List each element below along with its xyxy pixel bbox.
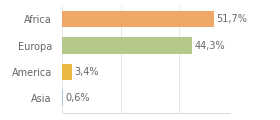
Text: 3,4%: 3,4% bbox=[74, 67, 99, 77]
Bar bbox=[62, 64, 72, 80]
Text: 44,3%: 44,3% bbox=[195, 41, 225, 51]
Text: 51,7%: 51,7% bbox=[216, 14, 247, 24]
Bar bbox=[62, 90, 63, 106]
Bar bbox=[62, 37, 192, 54]
Bar bbox=[62, 11, 214, 27]
Text: 0,6%: 0,6% bbox=[66, 93, 90, 103]
